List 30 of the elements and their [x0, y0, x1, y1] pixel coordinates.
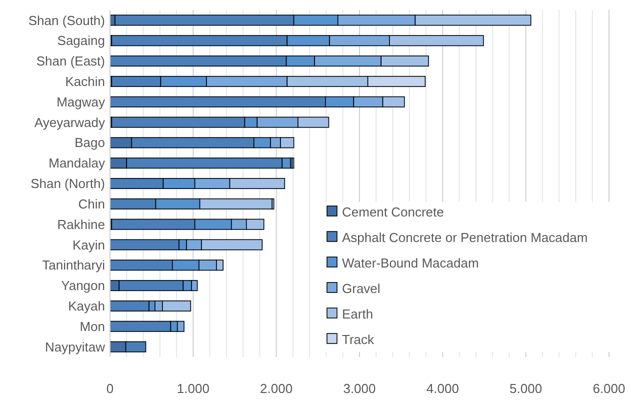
y-tick-label: Magway	[56, 94, 106, 110]
y-tick-label: Rakhine	[57, 216, 105, 232]
y-tick-label: Mon	[80, 318, 105, 334]
y-tick-label: Bago	[74, 135, 105, 150]
legend-label: Cement Concrete	[342, 204, 444, 220]
y-tick-label: Mandalay	[48, 156, 106, 171]
legend-label: Track	[342, 332, 375, 348]
y-tick-label: Ayeyarwady	[34, 114, 106, 130]
y-tick-label: Yangon	[61, 278, 105, 294]
x-tick-label: 3.000	[343, 381, 376, 396]
legend-label: Water-Bound Macadam	[342, 256, 479, 271]
x-tick-label: 4.000	[426, 381, 459, 396]
y-tick-label: Tanintharyi	[42, 258, 106, 273]
x-tick-label: 5.000	[510, 381, 542, 396]
y-tick-label: Shan (North)	[30, 176, 105, 192]
legend-label: Gravel	[342, 281, 380, 296]
y-tick-label: Kayin	[72, 237, 105, 252]
x-tick-label: 2.000	[260, 381, 293, 396]
legend-label: Asphalt Concrete or Penetration Macadam	[342, 230, 588, 246]
y-tick-label: Chin	[78, 196, 105, 212]
legend-label: Earth	[342, 306, 374, 322]
y-tick-label: Naypyitaw	[45, 339, 106, 354]
y-tick-label: Sagaing	[57, 33, 105, 48]
x-tick-label: 6.000	[592, 381, 626, 396]
x-tick-label: 1.000	[176, 381, 210, 396]
x-tick-label: 0	[106, 381, 114, 396]
y-tick-label: Shan (East)	[36, 54, 105, 69]
y-tick-label: Kayah	[68, 298, 105, 314]
y-tick-label: Kachin	[65, 74, 105, 89]
y-tick-label: Shan (South)	[28, 12, 105, 28]
